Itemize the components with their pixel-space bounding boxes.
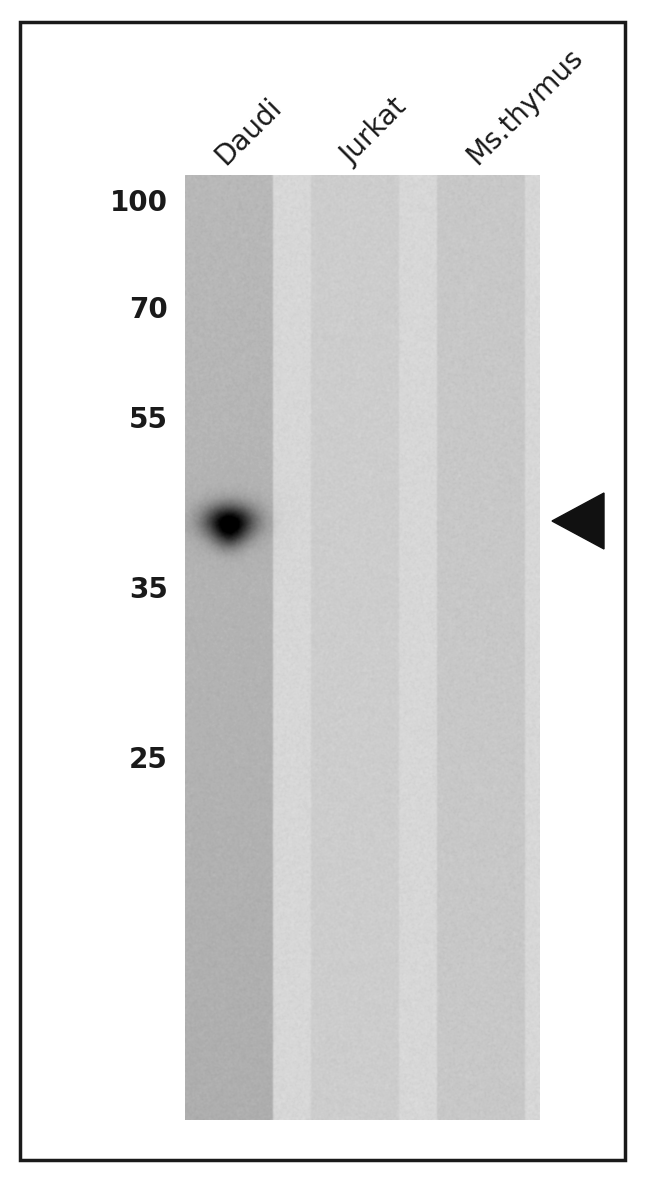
Text: Daudi: Daudi	[209, 92, 287, 170]
Text: 25: 25	[129, 746, 168, 774]
Polygon shape	[552, 493, 604, 549]
Text: Jurkat: Jurkat	[335, 93, 412, 170]
Text: Ms.thymus: Ms.thymus	[462, 43, 588, 170]
Text: 70: 70	[129, 296, 168, 324]
Text: 100: 100	[110, 189, 168, 216]
Text: 55: 55	[129, 406, 168, 434]
Text: 35: 35	[129, 576, 168, 605]
